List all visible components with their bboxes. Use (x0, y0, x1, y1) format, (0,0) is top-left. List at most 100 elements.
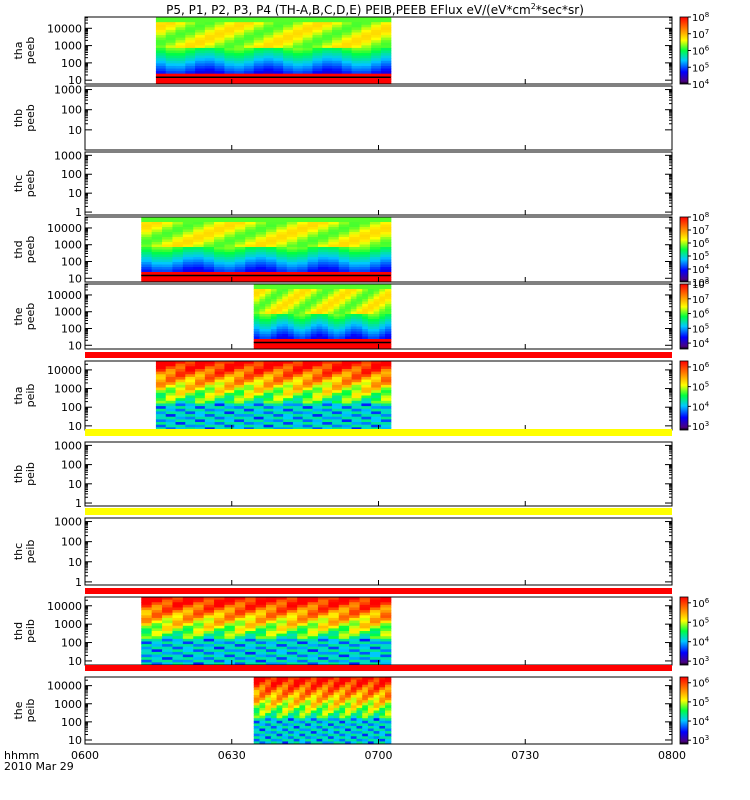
colorbar-tha-peib: 106 105 104 103 (679, 360, 710, 433)
ytick-label: 10000 (47, 289, 82, 302)
ytick-label: 1 (75, 206, 82, 219)
colorbar-label: 104 (692, 400, 710, 413)
ytick-label: 100 (61, 57, 82, 70)
panel-thc-peib: 1 10 100 1000 thcpeib (12, 516, 673, 589)
ytick-label: 10000 (47, 222, 82, 235)
chart-title: P5, P1, P2, P3, P4 (TH-A,B,C,D,E) PEIB,P… (166, 2, 584, 17)
colorbar-label: 103 (692, 420, 709, 433)
colorbar-label: 104 (692, 636, 710, 649)
ytick-label: 1000 (54, 40, 82, 53)
colorbar-tha-peeb: 108 107 106 105 104 (679, 11, 710, 91)
panel-the-peib: 10 100 1000 10000 thepeib 106 105 104 103 (12, 676, 710, 747)
colorbar-label: 103 (692, 276, 709, 289)
ytick-label: 10000 (47, 680, 82, 693)
colorbar-label: 108 (692, 278, 709, 291)
ytick-label: 1 (75, 497, 82, 510)
ytick-label: 10 (68, 556, 82, 569)
colorbar-label: 105 (692, 61, 709, 74)
ytick-label: 100 (61, 401, 82, 414)
panel-ylabel: thbpeeb (12, 104, 37, 132)
panel-thc-peeb: 1 10 100 1000 thcpeeb (12, 149, 673, 219)
panel-thb-peeb: 10 100 1000 thbpeeb (12, 84, 673, 151)
status-bar (85, 508, 672, 515)
panel-ylabel: thcpeeb (12, 170, 37, 198)
ytick-label: 100 (61, 637, 82, 650)
ytick-label: 100 (61, 459, 82, 472)
colorbar-label: 106 (692, 677, 710, 690)
colorbar-strip (679, 360, 689, 431)
panel-ylabel: thbpeib (12, 462, 37, 486)
colorbar-label: 105 (692, 322, 709, 335)
ytick-label: 1000 (54, 439, 82, 452)
ytick-label: 100 (61, 716, 82, 729)
panel-ylabel: thcpeib (12, 540, 37, 564)
colorbar-label: 105 (692, 381, 709, 394)
spectrogram-tha-peib (155, 361, 392, 430)
panel-ylabel: thepeeb (12, 303, 37, 331)
spectrogram-thd-peib (141, 597, 392, 665)
ytick-label: 10 (68, 339, 82, 352)
colorbar-label: 106 (692, 597, 710, 610)
status-bar (85, 665, 672, 671)
colorbar-label: 106 (692, 308, 710, 321)
xtick-label: 0630 (218, 749, 246, 762)
date-label: 2010 Mar 29 (4, 760, 74, 773)
colorbar-label: 104 (692, 78, 710, 91)
spectrogram-the-peib (253, 677, 392, 744)
ytick-label: 100 (61, 256, 82, 269)
ytick-label: 100 (61, 104, 82, 117)
spectrogram-the-peeb (253, 284, 392, 349)
colorbar-the-peib: 106 105 104 103 (679, 676, 710, 747)
ytick-label: 1000 (54, 618, 82, 631)
colorbar-strip (679, 596, 689, 666)
colorbar-label: 106 (692, 45, 710, 58)
xtick-label: 0800 (658, 749, 686, 762)
colorbar-strip (679, 16, 689, 85)
colorbar-label: 108 (692, 211, 709, 224)
ytick-label: 10 (68, 478, 82, 491)
ytick-label: 1000 (54, 306, 82, 319)
panel-thb-peib: 1 10 100 1000 thbpeib (12, 439, 673, 510)
colorbar-label: 107 (692, 224, 709, 237)
panel-frame (84, 441, 673, 507)
colorbar-label: 103 (692, 655, 709, 668)
colorbar-strip (679, 676, 689, 745)
ytick-label: 1 (75, 576, 82, 589)
colorbar-label: 108 (692, 11, 709, 24)
xtick-label: 0600 (71, 749, 99, 762)
status-bar (85, 588, 672, 594)
spectrogram-tha-peeb (155, 17, 392, 84)
panel-tha-peeb: 10 100 1000 10000 thapeeb 108 107 106 105 104 (12, 11, 710, 91)
ytick-label: 100 (61, 536, 82, 549)
ytick-label: 1000 (54, 383, 82, 396)
colorbar-thd-peib: 106 105 104 103 (679, 596, 710, 668)
panel-ylabel: thdpeeb (12, 236, 37, 264)
ytick-label: 10 (68, 272, 82, 285)
panel-ylabel: thapeeb (12, 37, 37, 65)
ytick-label: 1000 (54, 84, 82, 97)
ytick-label: 1000 (54, 149, 82, 162)
colorbar-strip (679, 283, 689, 350)
panel-ylabel: thepeib (12, 699, 37, 723)
panel-tha-peib: 10 100 1000 10000 thapeib 106 105 104 103 (12, 360, 710, 433)
status-bar (85, 429, 672, 436)
ytick-label: 10 (68, 124, 82, 137)
xtick-label: 0700 (365, 749, 393, 762)
colorbar-label: 104 (692, 337, 710, 350)
panel-frame (84, 85, 673, 151)
ytick-label: 1000 (54, 698, 82, 711)
colorbar-label: 105 (692, 250, 709, 263)
ytick-label: 10000 (47, 364, 82, 377)
status-bar (85, 352, 672, 358)
ytick-label: 10 (68, 187, 82, 200)
ytick-label: 100 (61, 168, 82, 181)
panel-frame (84, 151, 673, 216)
colorbar-label: 107 (692, 28, 709, 41)
colorbar-label: 106 (692, 237, 710, 250)
panel-frame (84, 517, 673, 586)
colorbar-label: 104 (692, 715, 710, 728)
